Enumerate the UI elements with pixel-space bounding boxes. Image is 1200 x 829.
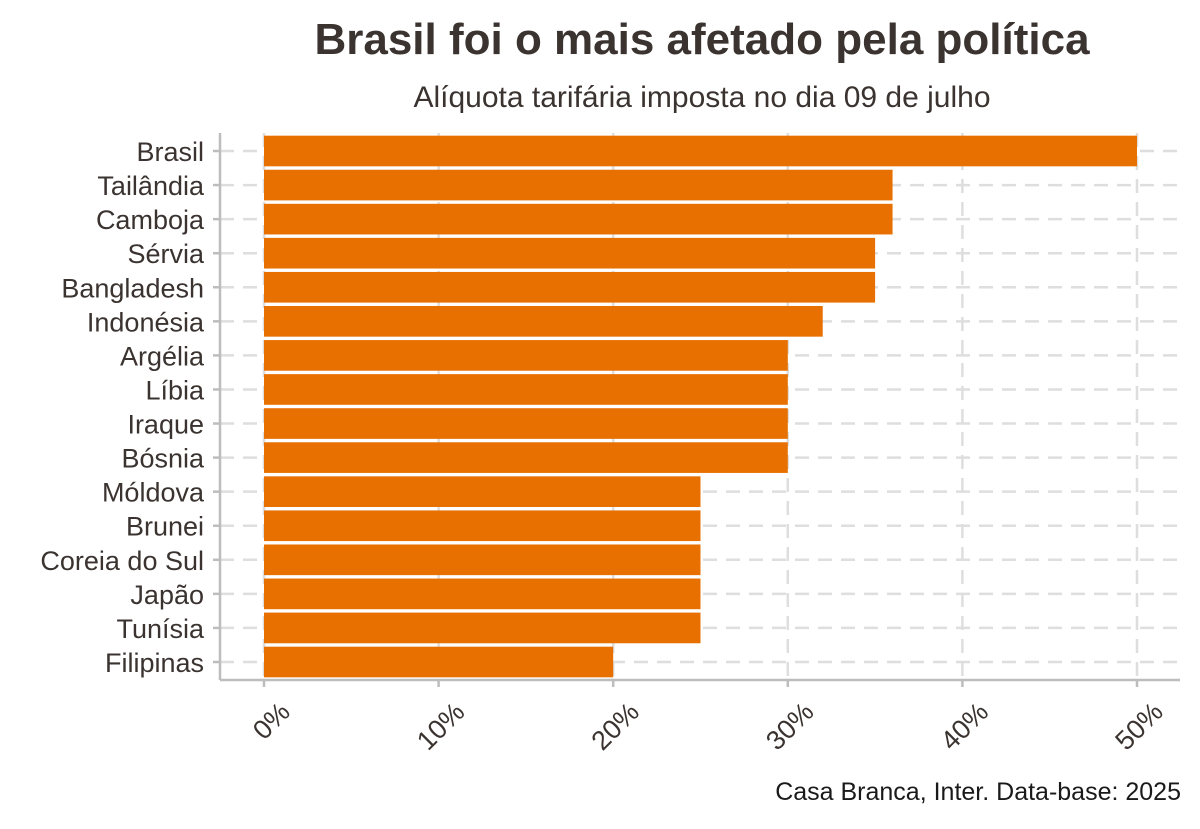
x-tick-labels: 0% 10% 20% 30% 40% 50%	[247, 697, 1169, 756]
x-tick-label: 10%	[411, 697, 470, 756]
bars	[264, 135, 1137, 678]
bar	[264, 408, 788, 439]
y-tick-label: Iraque	[127, 410, 204, 440]
x-tick-label: 20%	[586, 697, 645, 756]
bar	[264, 306, 823, 337]
y-tick-label: Argélia	[120, 341, 205, 371]
bar	[264, 510, 701, 542]
chart-title: Brasil foi o mais afetado pela política	[314, 15, 1090, 64]
bar	[264, 544, 701, 576]
y-tick-label: Brasil	[136, 137, 204, 167]
y-tick-label: Brunei	[126, 512, 204, 542]
y-tick-label: Japão	[130, 580, 204, 610]
bar	[264, 135, 1137, 167]
x-tick-label: 50%	[1109, 697, 1168, 756]
chart-subtitle: Alíquota tarifária imposta no dia 09 de …	[413, 81, 990, 114]
bar	[264, 271, 876, 303]
y-tick-label: Bósnia	[121, 444, 205, 474]
y-tick-labels: Brasil Tailândia Camboja Sérvia Bangladesh In…	[40, 137, 205, 678]
y-tick-label: Filipinas	[105, 648, 204, 678]
bar	[264, 442, 788, 473]
bar	[264, 646, 614, 678]
y-tick-label: Tunísia	[116, 614, 205, 644]
chart-caption: Casa Branca, Inter. Data-base: 2025	[775, 778, 1181, 806]
y-tick-label: Líbia	[145, 375, 205, 405]
bar	[264, 612, 701, 644]
y-tick-label: Indonésia	[87, 307, 205, 337]
y-tick-label: Sérvia	[127, 239, 205, 269]
y-tick-label: Bangladesh	[61, 273, 204, 303]
y-tick-label: Camboja	[96, 205, 205, 235]
bar	[264, 203, 893, 235]
x-tick-label: 40%	[935, 697, 994, 756]
y-tick-label: Móldova	[102, 478, 205, 508]
bar	[264, 476, 701, 507]
bar	[264, 374, 788, 405]
x-tick-label: 30%	[760, 697, 819, 756]
bar	[264, 578, 701, 610]
axes	[213, 133, 1180, 687]
y-tick-label: Tailândia	[97, 171, 205, 201]
x-tick-label: 0%	[247, 697, 296, 746]
y-tick-label: Coreia do Sul	[40, 546, 204, 576]
bar	[264, 169, 893, 201]
bar	[264, 340, 788, 371]
bar	[264, 237, 876, 269]
